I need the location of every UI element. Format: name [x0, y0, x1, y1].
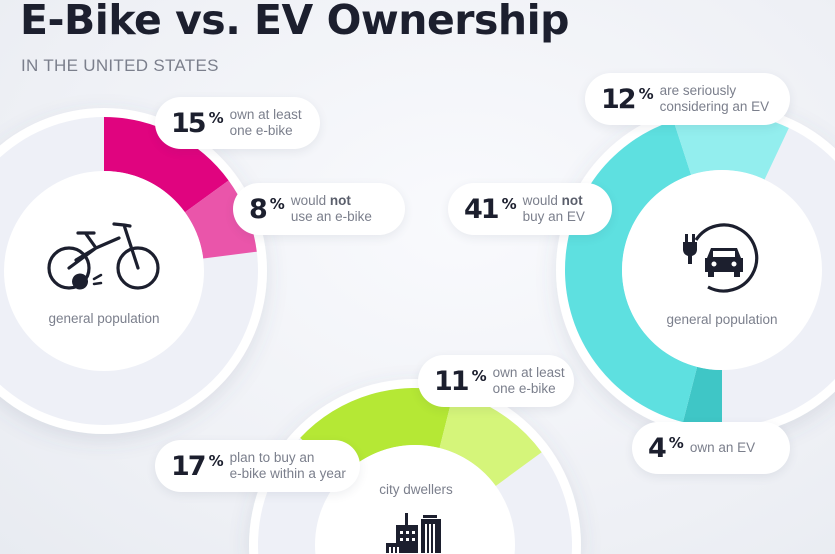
donut-center: [4, 171, 204, 371]
page-subtitle: IN THE UNITED STATES: [21, 56, 219, 75]
callout-value: 8: [249, 193, 268, 225]
donut-slice-2: [673, 112, 789, 180]
callout-ev-own: 4% own an EV: [632, 422, 790, 474]
callout-value: 15: [171, 107, 207, 139]
donut-slice-0: [104, 117, 229, 213]
center-label-ebike: general population: [48, 311, 160, 326]
donut-center: [315, 444, 515, 554]
percent-symbol: %: [208, 109, 224, 127]
callout-text: would not use an e-bike: [290, 193, 372, 224]
donut-slice-0: [682, 366, 722, 427]
electric-bike-icon: [47, 222, 160, 290]
ev-charging-car-icon: [683, 223, 759, 293]
callout-ebike-not-use: 8% would not use an e-bike: [233, 183, 405, 235]
page-title: E-Bike vs. EV Ownership: [20, 0, 570, 44]
callout-value: 11: [434, 365, 470, 397]
percent-symbol: %: [501, 195, 517, 213]
callout-value: 4: [648, 432, 667, 464]
percent-symbol: %: [269, 195, 285, 213]
callout-text: own an EV: [689, 440, 756, 455]
center-label-ev: general population: [666, 312, 778, 327]
ev-donut: [556, 104, 835, 436]
ebike-donut: [0, 108, 267, 434]
callout-text: own at least one e-bike: [229, 107, 302, 138]
percent-symbol: %: [208, 452, 224, 470]
percent-symbol: %: [471, 367, 487, 385]
callout-text: own at least one e-bike: [492, 365, 565, 396]
city-buildings-icon: [386, 513, 441, 553]
callout-value: 17: [171, 450, 207, 482]
city-donut: [249, 378, 581, 554]
callout-text: would not buy an EV: [522, 193, 585, 224]
callout-value: 12: [601, 83, 637, 115]
callout-ev-not-buy: 41% would not buy an EV: [448, 183, 612, 235]
percent-symbol: %: [638, 85, 654, 103]
callout-text: plan to buy an e-bike within a year: [229, 450, 346, 481]
callout-text: are seriously considering an EV: [659, 83, 770, 114]
callout-value: 41: [464, 193, 500, 225]
callout-city-plan: 17% plan to buy an e-bike within a year: [155, 440, 360, 492]
callout-ev-considering: 12% are seriously considering an EV: [585, 73, 790, 125]
callout-city-own: 11% own at least one e-bike: [418, 355, 574, 407]
center-label-city: city dwellers: [379, 482, 453, 497]
callout-ebike-own: 15% own at least one e-bike: [155, 97, 320, 149]
percent-symbol: %: [668, 434, 684, 452]
donut-slice-1: [439, 392, 542, 486]
